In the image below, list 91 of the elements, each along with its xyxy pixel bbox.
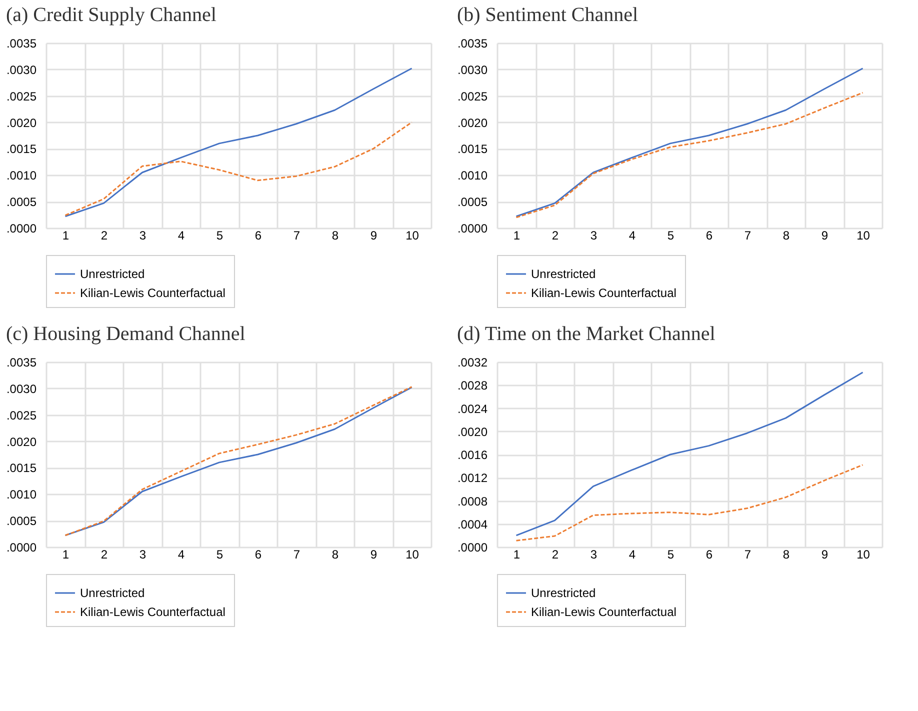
y-tick-label: .0000 — [6, 222, 37, 236]
legend-label: Kilian-Lewis Counterfactual — [80, 286, 226, 300]
y-tick-label: .0025 — [6, 89, 37, 104]
x-tick-label: 6 — [706, 548, 713, 562]
x-tick-label: 9 — [370, 548, 378, 562]
x-tick-label: 6 — [254, 228, 262, 242]
legend-label: Unrestricted — [80, 586, 145, 600]
x-tick-label: 10 — [856, 228, 870, 242]
chart-title: (c) Housing Demand Channel — [6, 323, 246, 345]
x-tick-label: 2 — [100, 548, 108, 562]
y-tick-label: .0035 — [6, 36, 37, 50]
x-tick-label: 5 — [216, 228, 224, 242]
y-tick-label: .0005 — [457, 195, 488, 210]
x-tick-label: 4 — [178, 228, 185, 242]
y-tick-label: .0030 — [6, 62, 37, 77]
y-tick-label: .0010 — [6, 168, 37, 183]
legend-label: Unrestricted — [80, 267, 145, 281]
legend-label: Kilian-Lewis Counterfactual — [531, 286, 676, 300]
y-tick-label: .0025 — [6, 408, 37, 422]
y-tick-label: .0028 — [457, 378, 488, 393]
y-tick-label: .0005 — [6, 195, 37, 210]
x-tick-label: 6 — [706, 228, 713, 242]
line-series — [516, 372, 864, 536]
y-tick-label: .0010 — [457, 168, 488, 183]
x-tick-label: 2 — [552, 548, 559, 562]
y-tick-label: .0030 — [457, 62, 488, 77]
x-tick-label: 10 — [406, 548, 420, 562]
line-series — [516, 68, 864, 218]
y-tick-label: .0005 — [6, 514, 37, 528]
x-tick-label: 4 — [628, 548, 636, 562]
x-tick-label: 8 — [332, 548, 339, 562]
chart-title: (d) Time on the Market Channel — [456, 323, 716, 345]
x-tick-label: 9 — [821, 548, 828, 562]
y-tick-label: .0035 — [6, 356, 37, 370]
line-series — [64, 122, 412, 216]
x-tick-label: 9 — [370, 228, 378, 242]
y-tick-label: .0035 — [457, 36, 488, 50]
x-tick-label: 6 — [254, 548, 262, 562]
line-series — [64, 68, 412, 218]
x-tick-label: 3 — [590, 548, 598, 562]
x-tick-label: 1 — [513, 228, 520, 242]
x-tick-label: 1 — [513, 548, 520, 562]
y-tick-label: .0016 — [457, 448, 488, 462]
x-tick-label: 4 — [178, 548, 185, 562]
legend-label: Kilian-Lewis Counterfactual — [80, 605, 226, 619]
y-tick-label: .0020 — [6, 434, 37, 449]
x-tick-label: 8 — [332, 228, 339, 242]
y-tick-label: .0000 — [457, 540, 488, 554]
x-tick-label: 1 — [62, 548, 70, 562]
x-tick-label: 10 — [406, 228, 420, 242]
x-tick-label: 10 — [856, 548, 870, 562]
line-series — [516, 92, 864, 218]
y-tick-label: .0020 — [457, 424, 488, 439]
y-tick-label: .0015 — [457, 142, 488, 156]
y-tick-label: .0025 — [457, 89, 488, 104]
y-tick-label: .0010 — [6, 488, 37, 502]
legend-label: Kilian-Lewis Counterfactual — [531, 605, 676, 619]
y-tick-label: .0020 — [6, 116, 37, 130]
line-series — [516, 464, 864, 542]
x-tick-label: 8 — [782, 228, 790, 242]
y-tick-label: .0008 — [457, 494, 488, 508]
y-tick-label: .0015 — [6, 461, 37, 476]
y-tick-label: .0024 — [457, 402, 488, 416]
chart-title: (b) Sentiment Channel — [456, 4, 638, 26]
x-tick-label: 5 — [667, 548, 674, 562]
y-tick-label: .0004 — [457, 517, 488, 532]
x-tick-label: 5 — [216, 548, 224, 562]
y-tick-label: .0000 — [457, 222, 488, 236]
x-tick-label: 1 — [62, 228, 70, 242]
x-tick-label: 3 — [139, 548, 146, 562]
y-tick-label: .0015 — [6, 142, 37, 156]
x-tick-label: 8 — [782, 548, 790, 562]
chart-title: (a) Credit Supply Channel — [6, 4, 217, 26]
x-tick-label: 9 — [821, 228, 828, 242]
x-tick-label: 7 — [293, 548, 300, 562]
x-tick-label: 2 — [100, 228, 108, 242]
x-tick-label: 3 — [590, 228, 598, 242]
y-tick-label: .0020 — [457, 116, 488, 130]
y-tick-label: .0012 — [457, 471, 488, 486]
y-tick-label: .0032 — [457, 356, 488, 370]
x-tick-label: 7 — [293, 228, 300, 242]
x-tick-label: 3 — [139, 228, 146, 242]
x-tick-label: 5 — [667, 228, 674, 242]
x-tick-label: 4 — [628, 228, 636, 242]
y-tick-label: .0030 — [6, 382, 37, 396]
x-tick-label: 2 — [552, 228, 559, 242]
legend-label: Unrestricted — [531, 267, 596, 281]
x-tick-label: 7 — [744, 548, 752, 562]
x-tick-label: 7 — [744, 228, 752, 242]
y-tick-label: .0000 — [6, 540, 37, 554]
legend-label: Unrestricted — [531, 586, 596, 600]
